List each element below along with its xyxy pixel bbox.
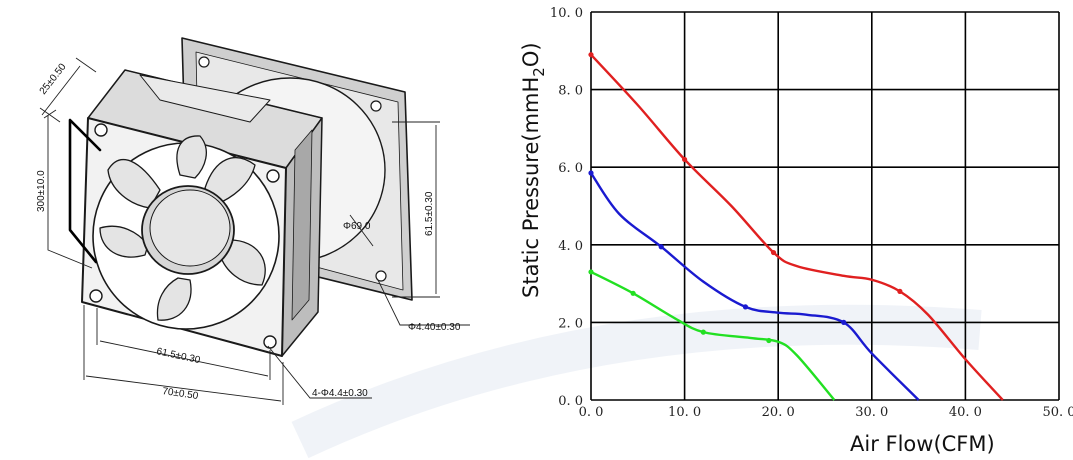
dim-width: 70±0.50 [162, 386, 200, 402]
x-axis-title: Air Flow(CFM) [850, 432, 995, 456]
x-tick-label: 50. 0 [1042, 405, 1073, 420]
series-marker-0 [682, 156, 688, 163]
series-marker-1 [742, 304, 749, 310]
x-tick-label: 10. 0 [668, 405, 701, 420]
dim-hub-diameter: Φ69.0 [343, 221, 371, 232]
x-tick-label: 0. 0 [579, 405, 604, 420]
series-line-0 [590, 53, 1004, 401]
x-tick-label: 30. 0 [855, 405, 888, 420]
fan-blades [99, 135, 266, 321]
series-marker-1 [841, 319, 847, 325]
fan-drawing [68, 37, 413, 357]
dim-hole-pitch-vertical: 61.5±0.30 [424, 191, 435, 236]
y-axis-title: Static Pressure(mmH2O) [519, 42, 548, 298]
dim-mount-hole: Φ4.40±0.30 [408, 322, 461, 333]
series-marker-2 [766, 337, 772, 344]
series-marker-1 [658, 244, 664, 250]
x-tick-label: 20. 0 [762, 405, 795, 420]
y-tick-label: 10. 0 [550, 6, 583, 21]
series-marker-0 [897, 288, 903, 294]
corner-hole [266, 169, 280, 183]
series-marker-0 [588, 52, 594, 58]
series-marker-2 [588, 269, 594, 275]
y-tick-label: 4. 0 [558, 239, 583, 254]
dim-hole-pitch-horizontal: 61.5±0.30 [155, 346, 201, 366]
y-tick-label: 6. 0 [558, 161, 583, 176]
y-tick-label: 2. 0 [558, 316, 583, 331]
pq-chart: 0. 0 10. 0 20. 0 30. 0 40. 0 50. 0 0. 0 2. 0 4. … [519, 6, 1073, 456]
chart-ticks: 0. 0 10. 0 20. 0 30. 0 40. 0 50. 0 0. 0 2. 0 4. … [550, 6, 1073, 420]
dim-cable-length: 300±10.0 [36, 170, 47, 212]
dim-mount-holes: 4-Φ4.4±0.30 [312, 388, 368, 399]
chart-series [588, 52, 1004, 401]
flange-hole [370, 100, 382, 112]
corner-hole [89, 289, 103, 303]
series-marker-0 [770, 249, 777, 256]
y-tick-label: 8. 0 [558, 84, 583, 99]
x-tick-label: 40. 0 [949, 405, 982, 420]
flange-hole [375, 270, 387, 282]
chart-grid [590, 11, 1060, 401]
series-line-2 [590, 270, 836, 401]
series-marker-1 [588, 170, 594, 176]
dim-thickness: 25±0.50 [38, 61, 69, 97]
fan-cable [68, 118, 102, 264]
corner-hole [263, 335, 277, 349]
series-marker-2 [700, 329, 706, 335]
series-line-1 [590, 172, 920, 401]
y-tick-label: 0. 0 [558, 394, 583, 409]
flange-hole [198, 56, 210, 68]
series-marker-2 [630, 290, 636, 296]
dimension-lines [39, 57, 470, 405]
corner-hole [94, 123, 108, 137]
watermark [291, 304, 982, 459]
